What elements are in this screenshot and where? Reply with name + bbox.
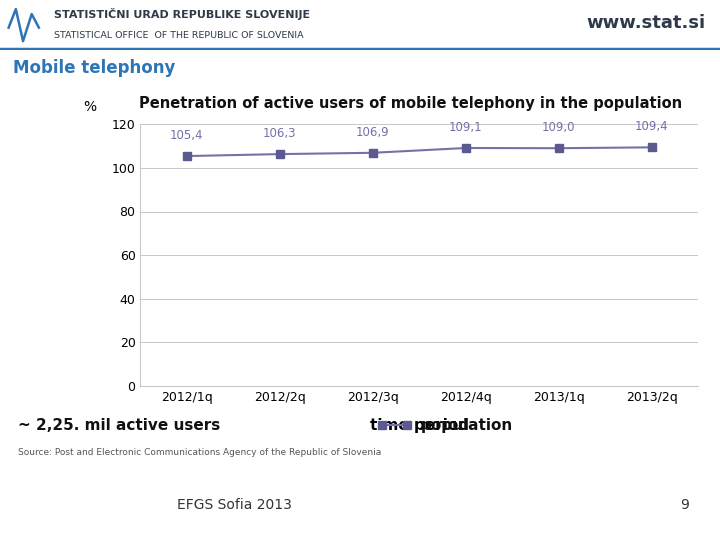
- Text: www.stat.si: www.stat.si: [587, 14, 706, 32]
- Text: ~ 2,25. mil active users: ~ 2,25. mil active users: [18, 418, 220, 433]
- Text: Penetration of active users of mobile telephony in the population: Penetration of active users of mobile te…: [139, 96, 682, 111]
- Text: STATISTIČNI URAD REPUBLIKE SLOVENIJE: STATISTIČNI URAD REPUBLIKE SLOVENIJE: [54, 8, 310, 20]
- Text: 109,0: 109,0: [542, 122, 576, 134]
- Text: Source: Post and Electronic Communications Agency of the Republic of Slovenia: Source: Post and Electronic Communicatio…: [18, 448, 382, 457]
- Text: Mobile telephony: Mobile telephony: [13, 59, 176, 77]
- Text: 105,4: 105,4: [170, 129, 204, 142]
- Text: 106,9: 106,9: [356, 126, 390, 139]
- Text: %: %: [84, 100, 96, 114]
- Text: population: population: [421, 418, 513, 433]
- Text: 106,3: 106,3: [263, 127, 297, 140]
- Text: 109,4: 109,4: [635, 120, 669, 133]
- Text: 9: 9: [680, 498, 689, 512]
- Text: STATISTICAL OFFICE  OF THE REPUBLIC OF SLOVENIA: STATISTICAL OFFICE OF THE REPUBLIC OF SL…: [54, 31, 304, 39]
- Text: 109,1: 109,1: [449, 121, 482, 134]
- X-axis label: time period: time period: [370, 418, 469, 433]
- Text: EFGS Sofia 2013: EFGS Sofia 2013: [177, 498, 292, 512]
